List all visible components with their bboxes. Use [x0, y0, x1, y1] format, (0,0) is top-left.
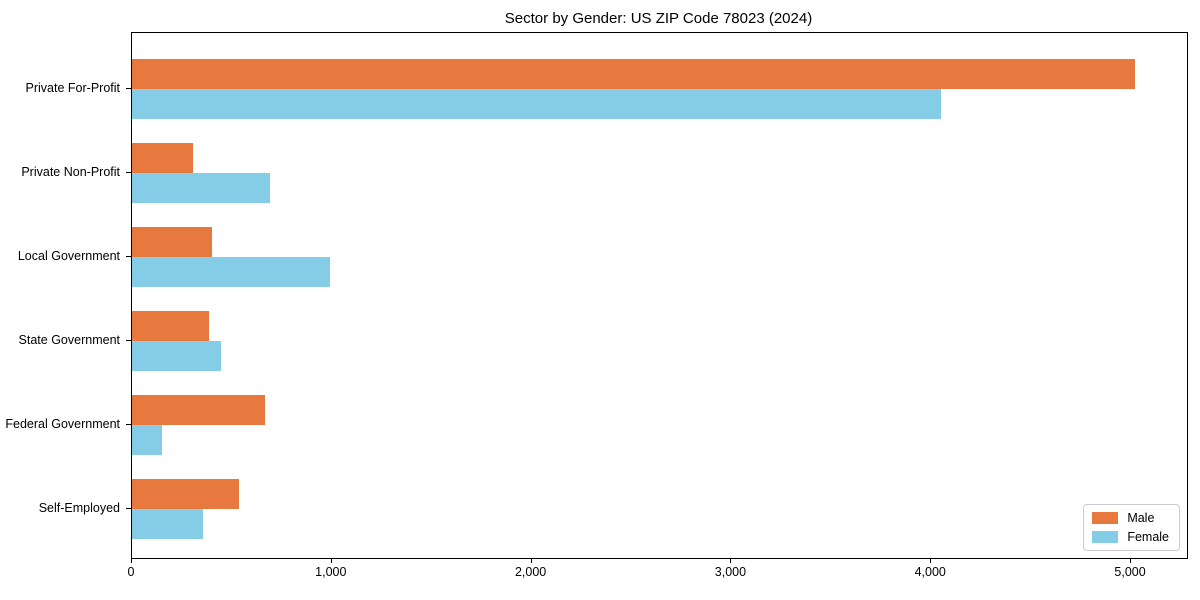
y-axis-category-label: Federal Government [5, 417, 120, 431]
y-axis-category-label: Self-Employed [38, 501, 120, 515]
y-axis-category-label: Local Government [17, 249, 120, 263]
x-axis-tick-label: 1,000 [315, 565, 347, 579]
legend-swatch-female [1092, 531, 1119, 543]
bar-female [132, 509, 203, 539]
y-axis-tick [126, 256, 131, 257]
bar-female [132, 341, 221, 371]
bar-female [132, 425, 162, 455]
bar-male [132, 143, 193, 173]
bar-female [132, 89, 942, 119]
y-axis-category-label: Private For-Profit [25, 81, 120, 95]
bar-male [132, 479, 239, 509]
legend-label: Female [1127, 530, 1169, 544]
plot-area: Male Female [131, 32, 1188, 559]
y-axis-tick [126, 88, 131, 89]
x-axis-tick [1130, 559, 1132, 563]
x-axis-tick-label: 2,000 [514, 565, 547, 579]
x-axis-tick [330, 559, 332, 563]
bar-male [132, 395, 265, 425]
x-axis-tick-label: 0 [127, 565, 135, 579]
legend-entry: Female [1092, 530, 1169, 544]
bar-female [132, 257, 330, 287]
legend-label: Male [1127, 511, 1155, 525]
bar-male [132, 311, 209, 341]
x-axis-tick [131, 559, 132, 563]
bar-male [132, 227, 212, 257]
y-axis-category-label: Private Non-Profit [21, 165, 120, 179]
y-axis-tick [126, 508, 131, 509]
y-axis-tick [126, 340, 131, 341]
y-axis-category-label: State Government [18, 333, 120, 347]
legend: Male Female [1083, 504, 1180, 551]
bar-female [132, 173, 270, 203]
x-axis-tick [930, 559, 932, 563]
legend-swatch-male [1092, 512, 1119, 524]
x-axis-tick [730, 559, 732, 563]
chart-title: Sector by Gender: US ZIP Code 78023 (202… [504, 10, 813, 27]
legend-entry: Male [1092, 511, 1169, 525]
x-axis-tick-label: 3,000 [714, 565, 747, 579]
x-axis-tick [530, 559, 532, 563]
x-axis-tick-label: 4,000 [914, 565, 946, 579]
y-axis-tick [126, 172, 131, 173]
y-axis-tick [126, 424, 131, 425]
x-axis-tick-label: 5,000 [1114, 565, 1146, 579]
bar-male [132, 59, 1136, 89]
